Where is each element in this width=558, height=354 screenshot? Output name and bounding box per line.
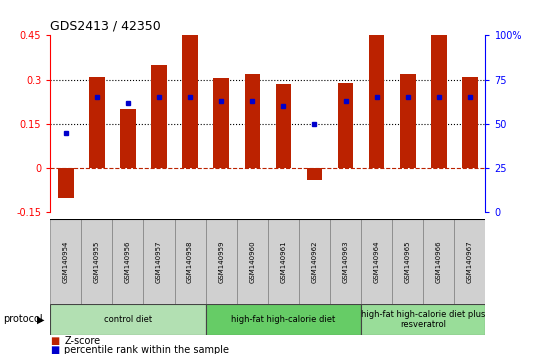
- Bar: [237, 219, 268, 304]
- Bar: [299, 219, 330, 304]
- Bar: [454, 219, 485, 304]
- Bar: [81, 219, 112, 304]
- Bar: [400, 74, 416, 168]
- Bar: [361, 219, 392, 304]
- Bar: [307, 168, 323, 180]
- Bar: [431, 35, 446, 168]
- Bar: [175, 219, 206, 304]
- Bar: [58, 168, 74, 198]
- Text: control diet: control diet: [104, 315, 152, 324]
- Bar: [276, 84, 291, 168]
- Text: protocol: protocol: [3, 314, 42, 325]
- Bar: [182, 35, 198, 168]
- Text: GSM140954: GSM140954: [62, 241, 69, 283]
- Bar: [361, 304, 485, 335]
- Bar: [50, 219, 81, 304]
- Text: GSM140963: GSM140963: [343, 241, 349, 283]
- Bar: [268, 219, 299, 304]
- Text: high-fat high-calorie diet: high-fat high-calorie diet: [231, 315, 335, 324]
- Bar: [338, 82, 353, 168]
- Bar: [213, 78, 229, 168]
- Text: GSM140955: GSM140955: [94, 241, 100, 283]
- Text: GSM140967: GSM140967: [467, 241, 473, 283]
- Bar: [392, 219, 424, 304]
- Bar: [143, 219, 175, 304]
- Bar: [244, 74, 260, 168]
- Text: GSM140959: GSM140959: [218, 241, 224, 283]
- Text: percentile rank within the sample: percentile rank within the sample: [64, 346, 229, 354]
- Text: ■: ■: [50, 336, 60, 346]
- Bar: [206, 219, 237, 304]
- Bar: [369, 35, 384, 168]
- Text: GSM140958: GSM140958: [187, 241, 193, 283]
- Bar: [151, 65, 167, 168]
- Bar: [462, 77, 478, 168]
- Text: GSM140966: GSM140966: [436, 241, 442, 283]
- Text: GDS2413 / 42350: GDS2413 / 42350: [50, 20, 161, 33]
- Text: GSM140962: GSM140962: [311, 241, 318, 283]
- Text: GSM140956: GSM140956: [125, 241, 131, 283]
- Bar: [50, 304, 206, 335]
- Text: GSM140964: GSM140964: [374, 241, 379, 283]
- Text: high-fat high-calorie diet plus
resveratrol: high-fat high-calorie diet plus resverat…: [361, 310, 485, 329]
- Bar: [330, 219, 361, 304]
- Text: GSM140965: GSM140965: [405, 241, 411, 283]
- Text: ■: ■: [50, 346, 60, 354]
- Text: GSM140961: GSM140961: [280, 241, 286, 283]
- Text: ▶: ▶: [37, 314, 45, 325]
- Text: GSM140957: GSM140957: [156, 241, 162, 283]
- Bar: [89, 77, 105, 168]
- Bar: [112, 219, 143, 304]
- Bar: [206, 304, 361, 335]
- Text: GSM140960: GSM140960: [249, 241, 256, 283]
- Text: Z-score: Z-score: [64, 336, 100, 346]
- Bar: [424, 219, 454, 304]
- Bar: [120, 109, 136, 168]
